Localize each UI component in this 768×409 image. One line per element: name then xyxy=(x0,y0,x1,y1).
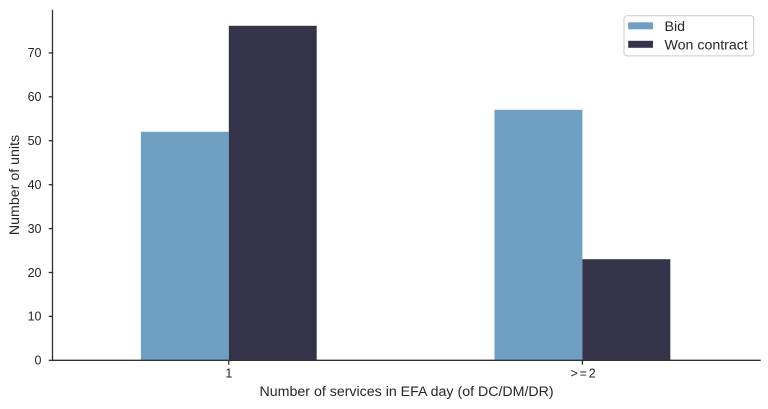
svg-text:50: 50 xyxy=(28,134,42,148)
svg-text:0: 0 xyxy=(35,354,42,368)
svg-text:1: 1 xyxy=(225,367,232,381)
svg-text:>=2: >=2 xyxy=(571,367,598,381)
svg-text:30: 30 xyxy=(28,222,42,236)
svg-text:40: 40 xyxy=(28,178,42,192)
svg-text:Won contract: Won contract xyxy=(665,37,748,53)
svg-text:70: 70 xyxy=(28,46,42,60)
svg-text:Number of units: Number of units xyxy=(7,135,23,235)
svg-text:Number of services in EFA day: Number of services in EFA day (of DC/DM/… xyxy=(260,384,554,400)
svg-text:10: 10 xyxy=(28,310,42,324)
svg-text:60: 60 xyxy=(28,90,42,104)
svg-text:20: 20 xyxy=(28,266,42,280)
svg-text:Bid: Bid xyxy=(665,19,686,35)
